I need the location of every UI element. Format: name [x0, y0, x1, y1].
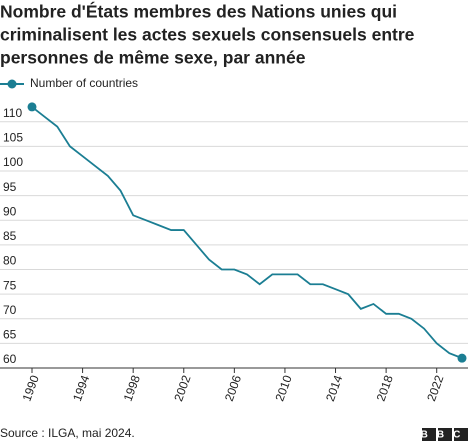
x-tick-label: 1998	[121, 373, 143, 403]
source: Source : ILGA, mai 2024.	[0, 426, 135, 440]
chart-title: personnes de même sexe, par année	[0, 48, 306, 68]
y-tick-label: 95	[3, 180, 17, 194]
legend-marker	[7, 79, 17, 89]
x-tick-label: 1990	[20, 373, 42, 403]
y-tick-label: 100	[3, 155, 23, 169]
y-tick-label: 60	[3, 352, 17, 366]
x-tick-label: 2022	[424, 373, 446, 403]
line	[31, 106, 463, 359]
y-tick-label: 70	[3, 303, 17, 317]
x-tick-label: 2010	[272, 373, 294, 403]
y-tick-label: 110	[3, 106, 22, 120]
end-marker	[27, 102, 37, 112]
y-tick-label: 85	[3, 229, 17, 243]
x-tick-label: 2014	[323, 373, 345, 403]
logo: BBC	[421, 428, 470, 441]
y-tick-label: 80	[3, 254, 17, 268]
y-tick-label: 65	[3, 328, 17, 342]
logo-text: BBC	[421, 430, 470, 441]
end-marker	[457, 353, 467, 363]
x-tick-label: 2018	[374, 373, 396, 403]
chart-title: criminalisent les actes sexuels consensu…	[0, 25, 415, 45]
x-tick-label: 2002	[171, 373, 193, 403]
y-tick-label: 75	[3, 278, 17, 292]
x-tick-label: 2006	[222, 373, 244, 403]
y-tick-label: 90	[3, 204, 17, 218]
x-tick-label: 1994	[70, 373, 92, 403]
y-tick-label: 105	[3, 131, 23, 145]
legend-label: Number of countries	[30, 76, 138, 90]
chart-title: Nombre d'États membres des Nations unies…	[0, 1, 397, 22]
